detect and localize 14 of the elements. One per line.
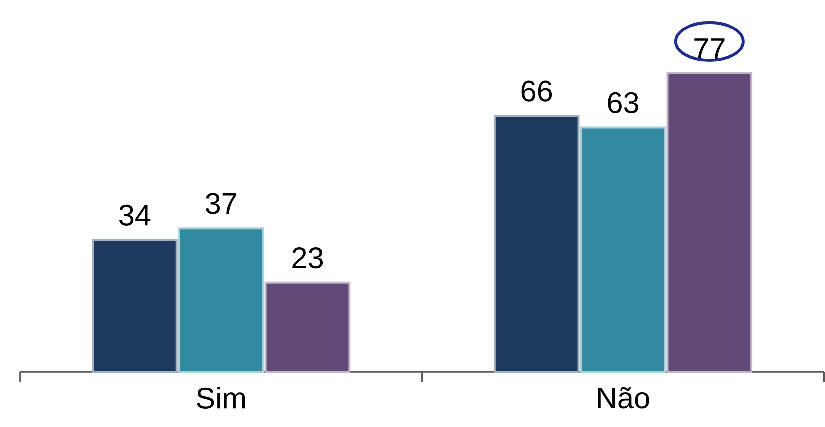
bar [92,239,178,374]
data-label: 77 [694,38,725,60]
x-tick-label: Sim [197,387,246,410]
bar [494,115,580,374]
x-tick-label: Não [598,387,650,409]
bar [580,126,666,374]
bar [666,72,753,374]
bar [264,282,351,374]
data-label: 23 [292,248,324,269]
bar [178,228,264,374]
data-label: 63 [608,92,639,114]
data-label: 37 [206,193,236,214]
data-label: 66 [522,80,552,102]
data-label: 34 [120,205,151,226]
